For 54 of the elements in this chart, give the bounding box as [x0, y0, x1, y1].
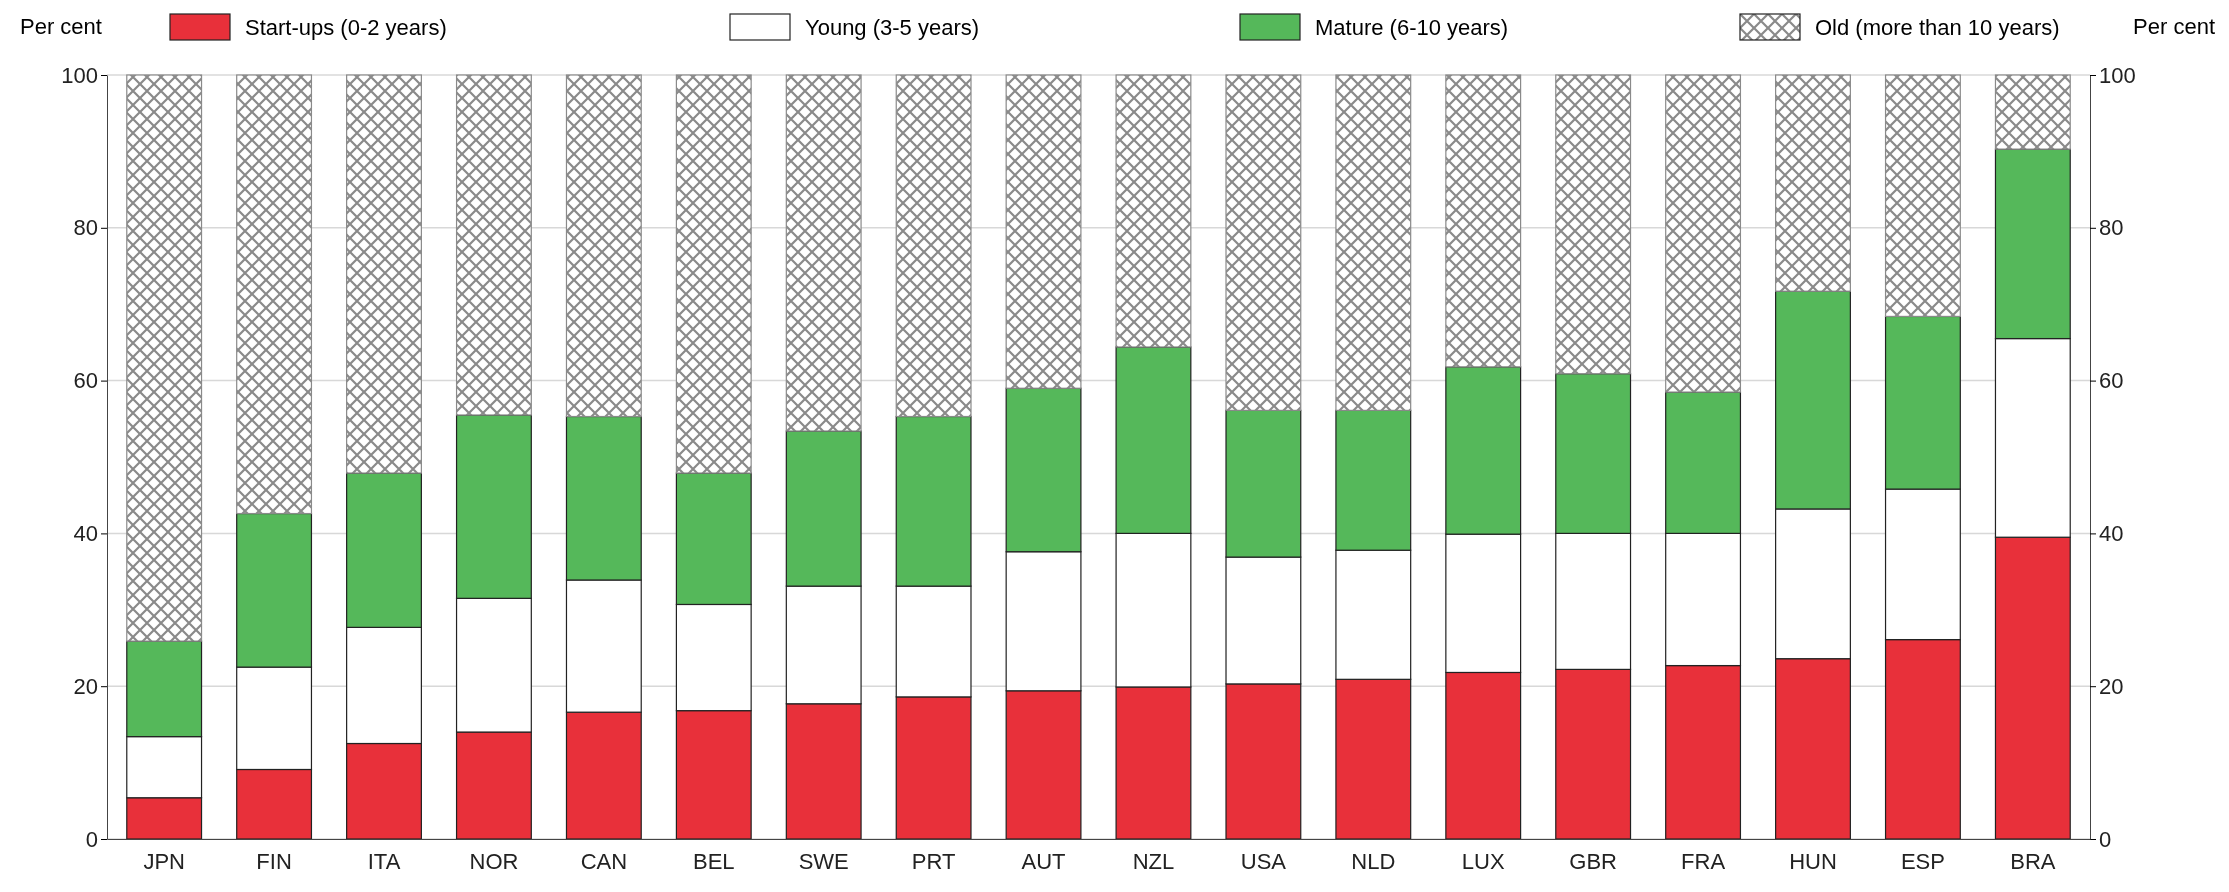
y-tick-label: 100	[61, 62, 98, 88]
y2-tick-label: 60	[2099, 368, 2124, 394]
x-tick-label: FIN	[256, 848, 292, 874]
y-tick-label: 0	[85, 826, 98, 852]
bar	[1335, 74, 1412, 411]
x-tick-label: NOR	[469, 848, 519, 874]
x-tick-label: GBR	[1569, 848, 1617, 874]
bar	[236, 74, 313, 515]
x-tick-label: PRT	[911, 848, 956, 874]
y2-tick-label: 0	[2099, 826, 2112, 852]
x-tick-label: FRA	[1681, 848, 1726, 874]
y2-tick-label: 20	[2099, 673, 2124, 699]
x-tick-label: LUX	[1461, 848, 1505, 874]
bar	[126, 74, 203, 642]
y-tick-label: 20	[73, 673, 98, 699]
legend-label: Start-ups (0-2 years)	[245, 15, 447, 40]
x-tick-label: SWE	[798, 848, 849, 874]
legend-label: Young (3-5 years)	[805, 15, 980, 40]
bar	[1665, 74, 1742, 393]
y-axis-title: Per cent	[20, 14, 102, 39]
y-tick-label: 60	[73, 368, 98, 394]
bar	[785, 74, 862, 432]
y-tick-label: 40	[73, 520, 98, 546]
x-tick-label: HUN	[1789, 848, 1837, 874]
bar	[346, 74, 422, 474]
legend-label: Old (more than 10 years)	[1815, 15, 2060, 40]
bar	[565, 74, 642, 418]
bar	[895, 74, 972, 418]
y-tick-label: 80	[73, 215, 98, 241]
y2-tick-label: 80	[2099, 215, 2124, 241]
bar	[1005, 74, 1082, 389]
bar	[1445, 74, 1522, 368]
x-tick-label: JPN	[143, 848, 185, 874]
y2-axis-title: Per cent	[2133, 14, 2215, 39]
x-tick-label: NLD	[1351, 848, 1396, 874]
bar	[1775, 74, 1851, 292]
y2-tick-label: 100	[2099, 62, 2136, 88]
bar	[1994, 74, 2071, 150]
bar	[1115, 74, 1192, 348]
x-tick-label: AUT	[1021, 848, 1066, 874]
legend-label: Mature (6-10 years)	[1315, 15, 1509, 40]
x-tick-label: NZL	[1132, 848, 1175, 874]
bar	[1884, 74, 1961, 318]
bar	[455, 74, 532, 416]
x-tick-label: ESP	[1900, 848, 1945, 874]
x-tick-label: ITA	[367, 848, 401, 874]
bar	[675, 74, 752, 474]
y2-tick-label: 40	[2099, 520, 2124, 546]
x-tick-label: USA	[1240, 848, 1287, 874]
x-tick-label: CAN	[580, 848, 628, 874]
bar	[1225, 74, 1302, 411]
x-tick-label: BEL	[692, 848, 735, 874]
x-tick-label: BRA	[2010, 848, 2056, 874]
bar	[1555, 74, 1632, 375]
